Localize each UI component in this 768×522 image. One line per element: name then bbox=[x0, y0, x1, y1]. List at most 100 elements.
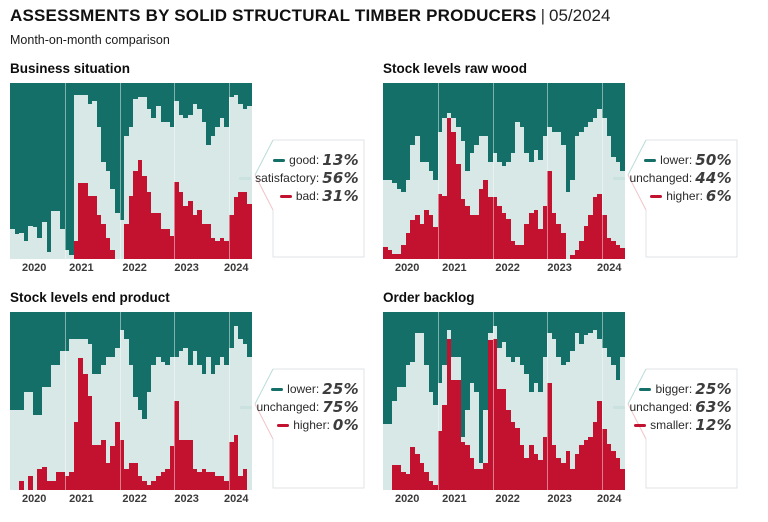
segment-unchanged bbox=[483, 409, 488, 464]
segment-smaller bbox=[583, 440, 589, 490]
segment-lower bbox=[465, 83, 470, 171]
segment-higher bbox=[506, 218, 511, 259]
month-bar bbox=[592, 83, 598, 259]
month-bar bbox=[392, 83, 397, 259]
legend-row-good: good: 13% bbox=[273, 151, 359, 169]
segment-good bbox=[51, 83, 56, 212]
segment-higher bbox=[611, 241, 616, 259]
segment-good bbox=[183, 83, 188, 119]
segment-satisfactory bbox=[146, 109, 152, 193]
segment-higher bbox=[137, 475, 143, 490]
month-bar bbox=[451, 312, 456, 490]
segment-unchanged bbox=[533, 149, 539, 210]
month-bar bbox=[579, 312, 584, 490]
month-bar bbox=[560, 312, 566, 490]
segment-unchanged bbox=[142, 418, 147, 482]
legend-label: smaller: bbox=[650, 418, 693, 432]
segment-lower bbox=[119, 312, 125, 330]
month-bar bbox=[110, 312, 115, 490]
segment-bigger bbox=[456, 312, 461, 357]
month-bar bbox=[183, 83, 188, 259]
segment-higher bbox=[119, 440, 125, 490]
segment-bigger bbox=[579, 312, 584, 345]
segment-smaller bbox=[414, 454, 420, 490]
legend-label: satisfactory: bbox=[255, 171, 320, 185]
segment-higher bbox=[401, 244, 406, 259]
segment-unchanged bbox=[433, 179, 438, 228]
segment-unchanged bbox=[396, 188, 402, 254]
segment-unchanged bbox=[401, 192, 406, 245]
month-bar bbox=[396, 312, 402, 490]
segment-lower bbox=[37, 312, 42, 416]
month-bar bbox=[401, 83, 406, 259]
segment-bigger bbox=[588, 312, 593, 334]
month-bar bbox=[187, 312, 193, 490]
segment-higher bbox=[405, 232, 411, 259]
month-bar bbox=[542, 312, 548, 490]
segment-higher bbox=[60, 472, 65, 490]
segment-bad bbox=[146, 192, 152, 259]
segment-lower bbox=[233, 312, 239, 327]
segment-higher bbox=[460, 199, 466, 259]
month-bar bbox=[428, 312, 434, 490]
legend-callout-box bbox=[627, 139, 738, 258]
segment-bad bbox=[238, 192, 243, 259]
segment-unchanged bbox=[483, 135, 488, 180]
month-bar bbox=[437, 83, 443, 259]
month-bar bbox=[87, 83, 93, 259]
segment-unchanged bbox=[515, 121, 520, 245]
segment-lower bbox=[446, 83, 452, 113]
segment-bigger bbox=[446, 312, 452, 330]
segment-lower bbox=[519, 83, 525, 127]
segment-higher bbox=[478, 188, 484, 259]
segment-smaller bbox=[424, 472, 429, 490]
legend-dash-icon bbox=[240, 405, 253, 409]
segment-unchanged bbox=[387, 179, 393, 251]
year-gridline bbox=[437, 83, 439, 259]
month-bar bbox=[533, 83, 539, 259]
segment-bad bbox=[247, 204, 252, 259]
segment-good bbox=[197, 83, 202, 110]
year-gridline bbox=[119, 312, 121, 490]
segment-lower bbox=[197, 312, 202, 366]
segment-good bbox=[37, 83, 42, 238]
segment-unchanged bbox=[410, 361, 415, 448]
month-bar bbox=[69, 83, 74, 259]
segment-higher bbox=[424, 209, 429, 259]
segment-higher bbox=[151, 481, 156, 490]
segment-good bbox=[119, 83, 125, 221]
segment-lower bbox=[602, 83, 607, 119]
month-bar bbox=[247, 312, 252, 490]
month-bar bbox=[529, 312, 534, 490]
month-bar bbox=[510, 312, 516, 490]
month-bar bbox=[165, 83, 170, 259]
segment-lower bbox=[615, 83, 621, 163]
segment-unchanged bbox=[414, 333, 420, 455]
month-bar bbox=[51, 312, 56, 490]
month-bar bbox=[414, 312, 420, 490]
segment-lower bbox=[451, 83, 456, 119]
segment-lower bbox=[137, 312, 143, 410]
segment-unchanged bbox=[456, 127, 461, 164]
month-bar bbox=[114, 83, 120, 259]
segment-smaller bbox=[529, 445, 534, 490]
month-bar bbox=[478, 312, 484, 490]
month-bar bbox=[456, 312, 461, 490]
segment-unchanged bbox=[556, 132, 561, 224]
month-bar bbox=[529, 83, 534, 259]
month-bar bbox=[396, 83, 402, 259]
month-bar bbox=[187, 83, 193, 259]
month-bar bbox=[433, 83, 438, 259]
segment-unchanged bbox=[383, 424, 388, 490]
month-bar bbox=[160, 83, 166, 259]
segment-unchanged bbox=[492, 153, 498, 198]
legend-label: good: bbox=[289, 153, 320, 167]
month-bar bbox=[465, 312, 470, 490]
segment-unchanged bbox=[247, 356, 252, 490]
legend-label: unchanged: bbox=[629, 400, 693, 414]
month-bar bbox=[497, 312, 502, 490]
segment-lower bbox=[401, 83, 406, 193]
month-bar bbox=[14, 83, 20, 259]
segment-higher bbox=[46, 481, 52, 490]
month-bar bbox=[215, 83, 220, 259]
